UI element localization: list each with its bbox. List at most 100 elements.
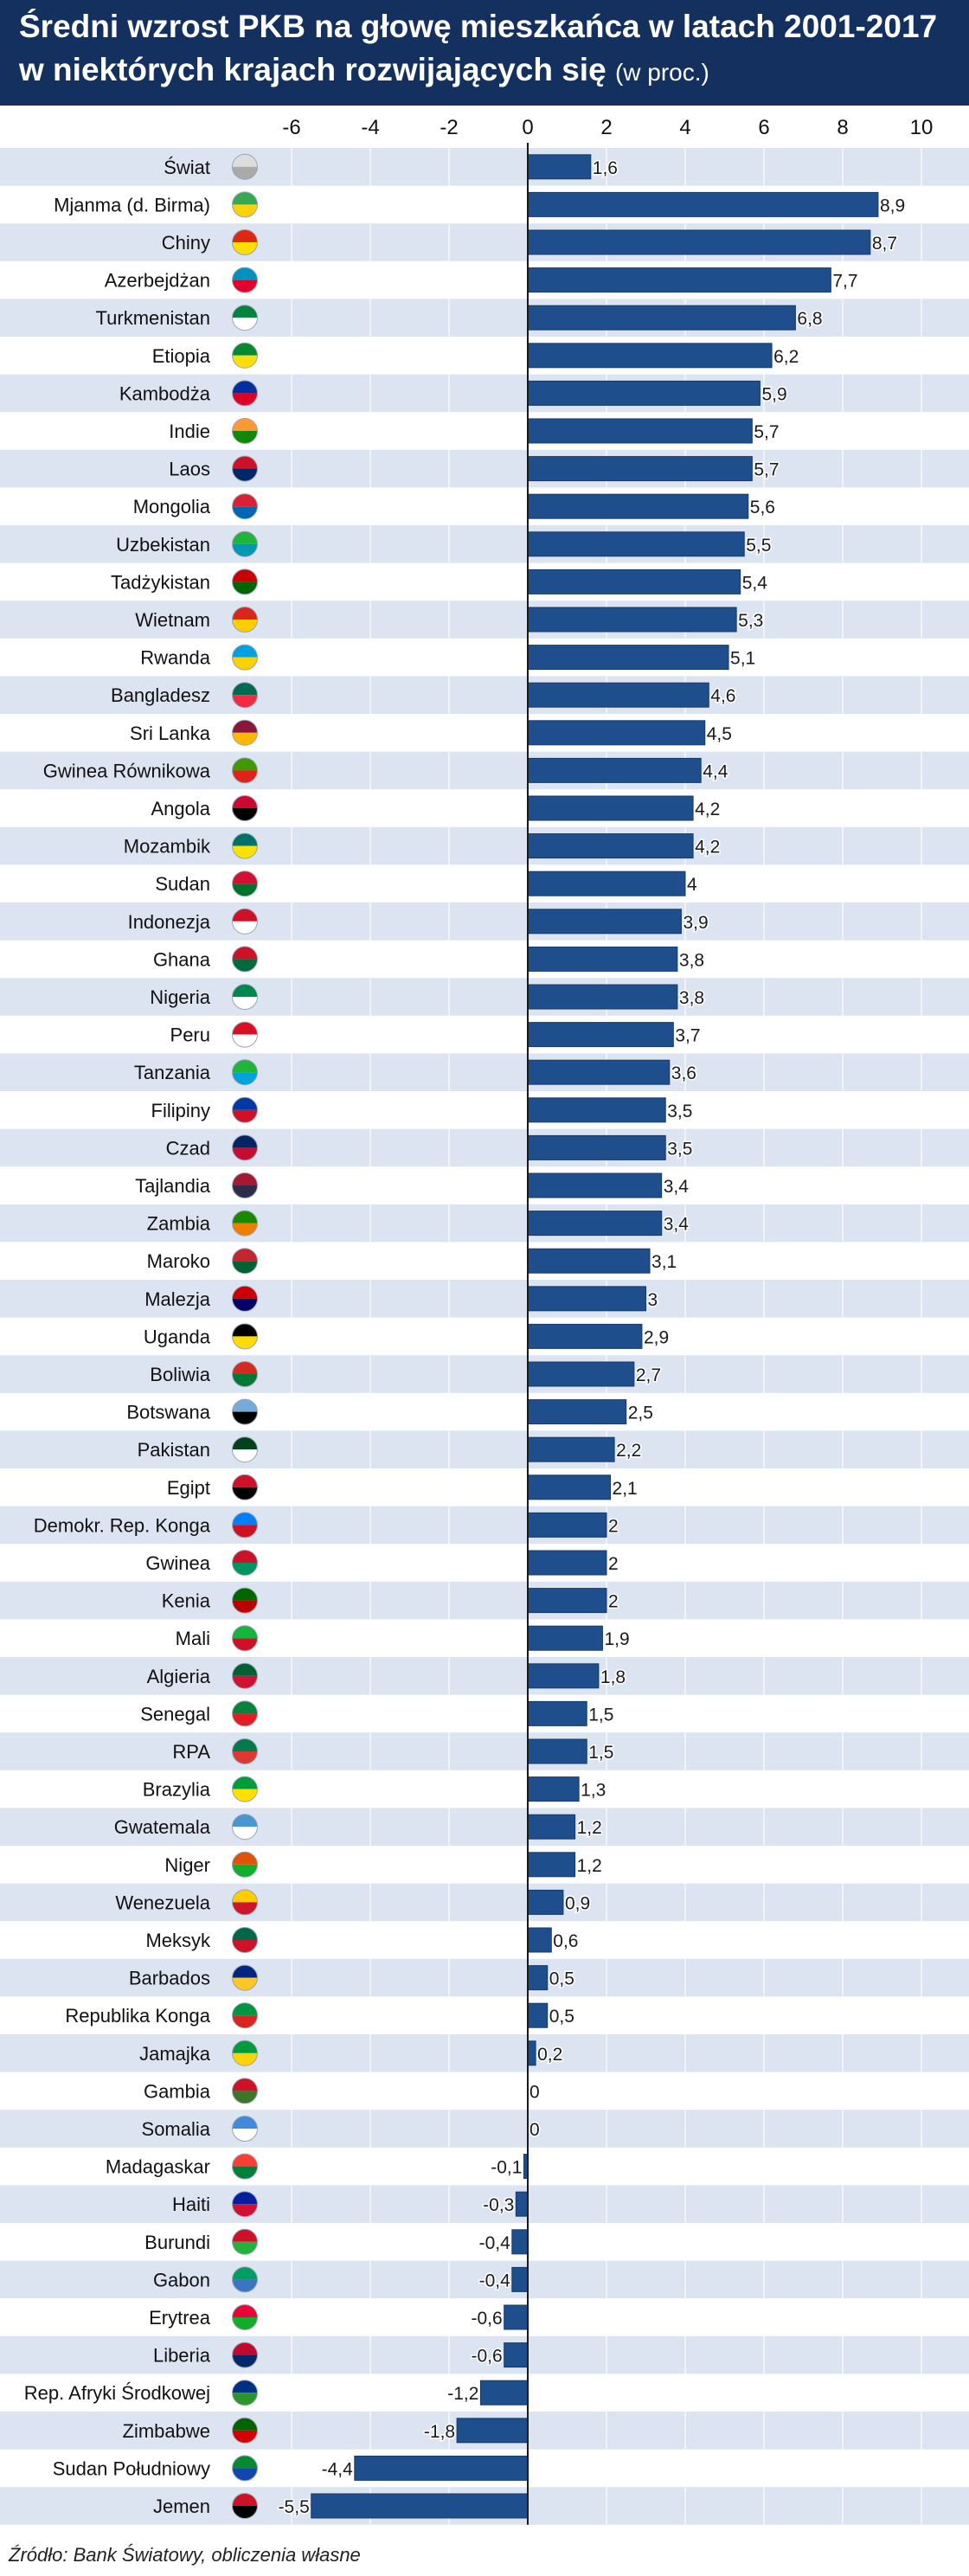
- flag-nigeria-icon: [232, 984, 258, 1010]
- category-label: Świat: [164, 157, 210, 178]
- bar: [527, 1323, 643, 1349]
- value-label: 1,8: [600, 1667, 626, 1687]
- value-label: 4,2: [695, 800, 720, 819]
- category-label: Niger: [164, 1854, 210, 1876]
- category-label: Tanzania: [134, 1062, 211, 1083]
- globe-icon: [232, 153, 258, 180]
- row-stripe: [0, 676, 969, 714]
- bar: [527, 1588, 607, 1614]
- bar: [527, 1663, 600, 1689]
- row-stripe: [0, 1883, 969, 1922]
- bar: [527, 229, 871, 255]
- row-stripe: [0, 449, 969, 488]
- flag-china-icon: [232, 229, 258, 255]
- category-label: Kenia: [162, 1590, 211, 1612]
- flag-eritrea-icon: [232, 2304, 258, 2330]
- bar: [527, 2040, 536, 2066]
- category-label: Burundi: [144, 2232, 210, 2253]
- category-label: Laos: [169, 459, 210, 480]
- bar: [527, 154, 592, 180]
- bar: [479, 2380, 529, 2406]
- x-tick-label: 2: [600, 116, 612, 139]
- flag-uganda-icon: [232, 1323, 258, 1350]
- flag-ethiopia-icon: [232, 342, 258, 369]
- category-label: Sudan: [155, 873, 210, 895]
- x-tick-label: -2: [440, 116, 458, 139]
- flag-bolivia-icon: [232, 1361, 258, 1387]
- row-stripe: [0, 1430, 969, 1468]
- row-stripe: [0, 751, 969, 790]
- flag-laos-icon: [232, 455, 258, 482]
- flag-tanzania-icon: [232, 1059, 258, 1086]
- value-label: 3,8: [679, 988, 704, 1008]
- x-tick-label: 4: [679, 116, 690, 139]
- value-label: -0,4: [479, 2271, 511, 2290]
- bar: [527, 1399, 627, 1425]
- flag-zambia-icon: [232, 1210, 258, 1237]
- category-label: Erytrea: [149, 2307, 211, 2329]
- category-label: Liberia: [153, 2345, 211, 2367]
- bar: [527, 343, 773, 369]
- category-label: Mongolia: [133, 496, 211, 517]
- category-label: Republika Konga: [65, 2005, 210, 2027]
- category-label: Wietnam: [135, 609, 210, 631]
- value-label: 3,9: [683, 913, 708, 933]
- value-label: 0,6: [553, 1931, 578, 1951]
- bar: [527, 1889, 564, 1915]
- value-label: -1,2: [447, 2384, 478, 2404]
- row-stripe: [0, 1280, 969, 1318]
- chart-header: Średni wzrost PKB na głowę mieszkańca w …: [0, 0, 969, 106]
- category-label: Kambodża: [119, 382, 211, 404]
- value-label: 3,5: [667, 1139, 692, 1159]
- value-label: 3,4: [664, 1215, 690, 1235]
- value-label: -0,1: [491, 2158, 522, 2178]
- category-label: Sudan Południowy: [53, 2457, 210, 2479]
- bar: [504, 2304, 529, 2330]
- bar: [527, 757, 702, 783]
- row-stripe: [0, 2110, 969, 2148]
- bar: [527, 870, 686, 896]
- category-label: Ghana: [153, 948, 211, 970]
- bar: [527, 305, 796, 331]
- category-label: Meksyk: [145, 1930, 211, 1951]
- row-stripe: [0, 1581, 969, 1620]
- chart-units: (w proc.): [614, 59, 709, 86]
- flag-sudan-icon: [232, 870, 258, 897]
- row-stripe: [0, 978, 969, 1016]
- bar: [527, 984, 678, 1010]
- bar: [527, 1211, 663, 1237]
- bar: [527, 1248, 651, 1274]
- flag-mexico-icon: [232, 1927, 258, 1953]
- x-tick-label: -4: [361, 116, 379, 139]
- category-label: Turkmenistan: [96, 307, 210, 329]
- row-stripe: [0, 525, 969, 563]
- flag-jamaica-icon: [232, 2040, 258, 2066]
- bar: [504, 2342, 529, 2368]
- flag-venezuela-icon: [232, 1889, 258, 1916]
- bar: [527, 645, 729, 671]
- flag-mozambique-icon: [232, 832, 258, 859]
- source-note: Źródło: Bank Światowy, obliczenia własne: [9, 2544, 361, 2566]
- flag-angola-icon: [232, 795, 258, 821]
- value-label: 3,6: [671, 1063, 696, 1083]
- flag-algeria-icon: [232, 1662, 258, 1689]
- bar: [515, 2191, 529, 2217]
- bar: [527, 946, 678, 972]
- category-label: Sri Lanka: [130, 723, 211, 744]
- category-label: Rwanda: [140, 647, 210, 669]
- value-label: 5,5: [746, 536, 771, 556]
- value-label: 8,9: [880, 196, 905, 215]
- bar: [527, 1776, 580, 1802]
- row-stripe: [0, 1128, 969, 1167]
- bar: [527, 833, 694, 859]
- row-stripe: [0, 1506, 969, 1545]
- row-stripe: [0, 903, 969, 941]
- category-label: Somalia: [142, 2118, 211, 2140]
- category-label: Gwinea: [145, 1552, 210, 1574]
- value-label: 2: [608, 1554, 619, 1574]
- bar: [527, 1286, 646, 1312]
- value-label: 1,9: [604, 1629, 629, 1649]
- category-label: Egipt: [167, 1477, 210, 1499]
- value-label: 5,9: [761, 384, 786, 404]
- x-tick-label: 8: [837, 116, 848, 139]
